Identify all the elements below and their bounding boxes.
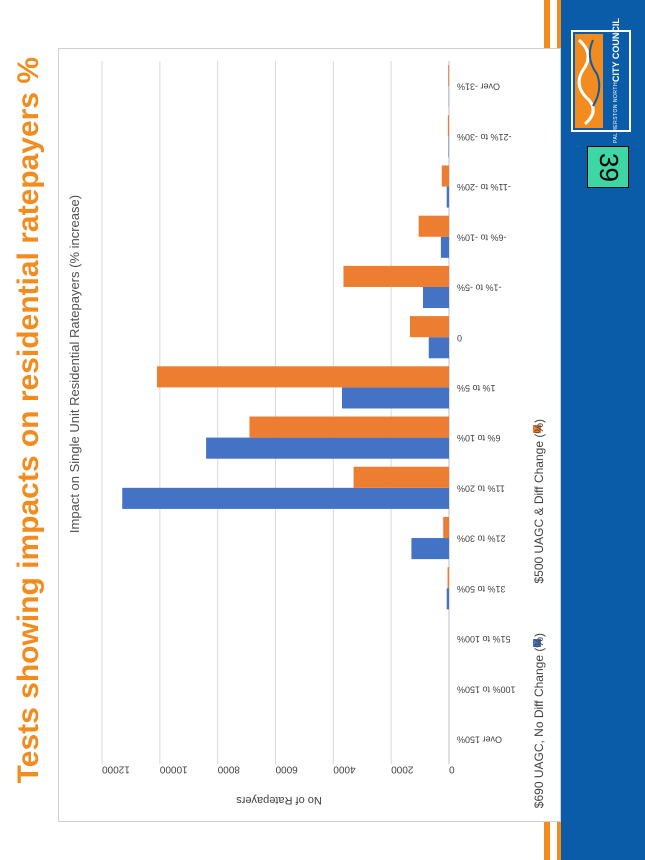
value-tick-label: 8000 <box>217 763 240 774</box>
category-label: -21% to -30% <box>457 132 512 142</box>
bar-series-2 <box>447 115 449 137</box>
logo-line-1: PALMERSTON NORTH <box>613 82 619 144</box>
bar-series-2 <box>249 416 449 438</box>
category-label: -6% to -10% <box>457 232 507 242</box>
value-tick-label: 0 <box>449 763 455 774</box>
logo-wave-icon <box>577 38 601 126</box>
accent-rule-top <box>544 0 550 48</box>
legend-label-series-2: $500 UAGC & Diff Change (%) <box>532 419 546 584</box>
bar-series-1 <box>446 588 449 610</box>
category-label: 51% to 100% <box>457 634 511 644</box>
category-label: 100% to 150% <box>457 684 516 694</box>
category-label: 11% to 20% <box>457 483 505 493</box>
category-label: 1% to 5% <box>457 383 496 393</box>
category-label: Over 150% <box>457 735 502 745</box>
category-label: 6% to 10% <box>457 433 501 443</box>
logo-line-2: CITY COUNCIL <box>611 18 621 83</box>
category-label: -1% to -5% <box>457 283 502 293</box>
bar-series-2 <box>447 567 449 589</box>
value-tick-label: 2000 <box>391 763 414 774</box>
bar-series-2 <box>441 165 449 187</box>
legend-swatch-series-2 <box>533 425 541 433</box>
value-axis-title: No of Ratepayers <box>236 794 322 806</box>
slide-number: 39 <box>593 152 624 182</box>
bar-series-1 <box>446 186 449 208</box>
bar-series-1 <box>428 337 449 359</box>
legend-swatch-series-1 <box>533 639 541 647</box>
bar-series-1 <box>411 538 449 560</box>
council-logo: PALMERSTON NORTH CITY COUNCIL <box>571 19 631 144</box>
bar-series-2 <box>418 215 449 237</box>
bar-series-1 <box>422 286 449 309</box>
bar-series-2 <box>353 466 449 488</box>
bar-series-2 <box>156 366 450 388</box>
bar-series-2 <box>343 265 449 287</box>
chart-title: Impact on Single Unit Residential Ratepa… <box>67 195 82 533</box>
logo-graphic <box>575 34 603 128</box>
bar-series-2 <box>409 316 449 338</box>
legend-label-series-1: $690 UAGC, No Diff Change (%) <box>532 633 546 808</box>
bar-series-1 <box>440 236 449 258</box>
category-label: 0 <box>457 333 462 343</box>
bar-series-1 <box>342 387 449 409</box>
value-tick-label: 6000 <box>275 763 298 774</box>
slide-title: Tests showing impacts on residential rat… <box>12 56 45 784</box>
bar-series-1 <box>206 437 449 459</box>
logo-text: PALMERSTON NORTH CITY COUNCIL <box>603 19 629 144</box>
bar-chart: 0 2000 4000 6000 8000 10000 12000 Over 150% 100%… <box>67 61 546 808</box>
value-tick-label: 12000 <box>102 763 130 774</box>
title-container: Tests showing impacts on residential rat… <box>0 57 58 783</box>
category-label: Over -31% <box>457 82 500 92</box>
chart-frame: 0 2000 4000 6000 8000 10000 12000 Over 150% 100%… <box>58 48 561 822</box>
bar-series-2 <box>443 516 449 539</box>
value-tick-label: 10000 <box>159 763 187 774</box>
category-label: 21% to 30% <box>457 534 506 544</box>
category-label: 31% to 50% <box>457 584 506 594</box>
accent-rule-bottom <box>544 822 550 860</box>
category-label: -11% to -20% <box>457 182 511 192</box>
bar-series-1 <box>122 487 449 509</box>
slide-number-badge: 39 <box>587 146 629 188</box>
bar-series-1 <box>448 136 449 158</box>
bar-series-2 <box>448 65 449 87</box>
value-tick-label: 4000 <box>333 763 356 774</box>
